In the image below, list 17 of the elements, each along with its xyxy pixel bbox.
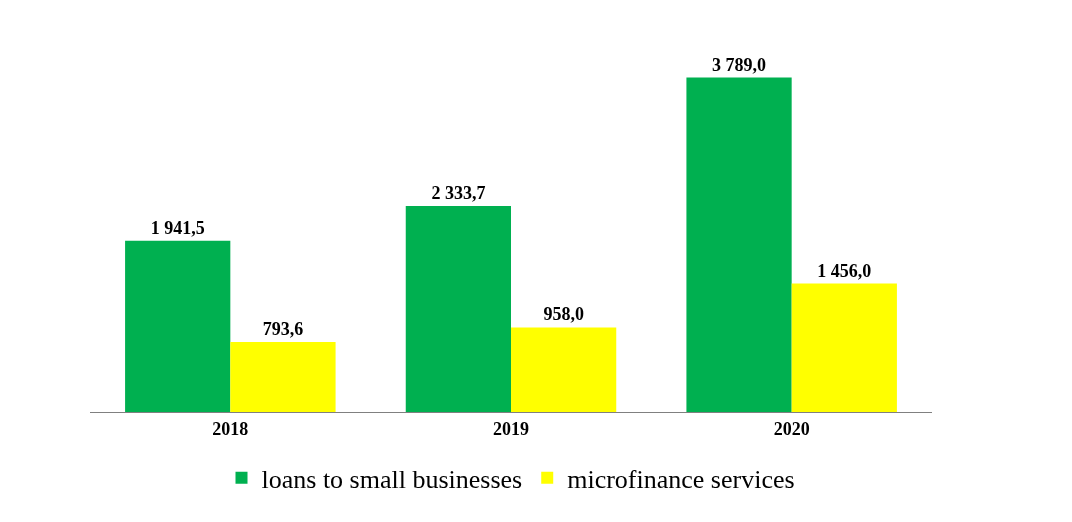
data-label: 793,6	[262, 318, 304, 339]
bar	[686, 77, 792, 412]
bar	[511, 327, 617, 412]
data-label: 3 789,0	[712, 54, 767, 75]
data-label: 1 456,0	[817, 260, 872, 281]
legend-label: loans to small businesses	[261, 464, 523, 494]
x-tick-label: 2018	[212, 418, 249, 439]
data-label: 958,0	[543, 304, 584, 325]
data-label: 1 941,5	[150, 217, 205, 238]
bar	[230, 341, 336, 412]
bar	[125, 240, 231, 412]
x-tick-label: 2020	[773, 418, 810, 439]
bar	[791, 283, 897, 412]
bar	[405, 206, 511, 412]
legend-label: microfinance services	[567, 464, 795, 494]
x-tick-label: 2019	[493, 418, 529, 439]
data-label: 2 333,7	[431, 183, 486, 204]
